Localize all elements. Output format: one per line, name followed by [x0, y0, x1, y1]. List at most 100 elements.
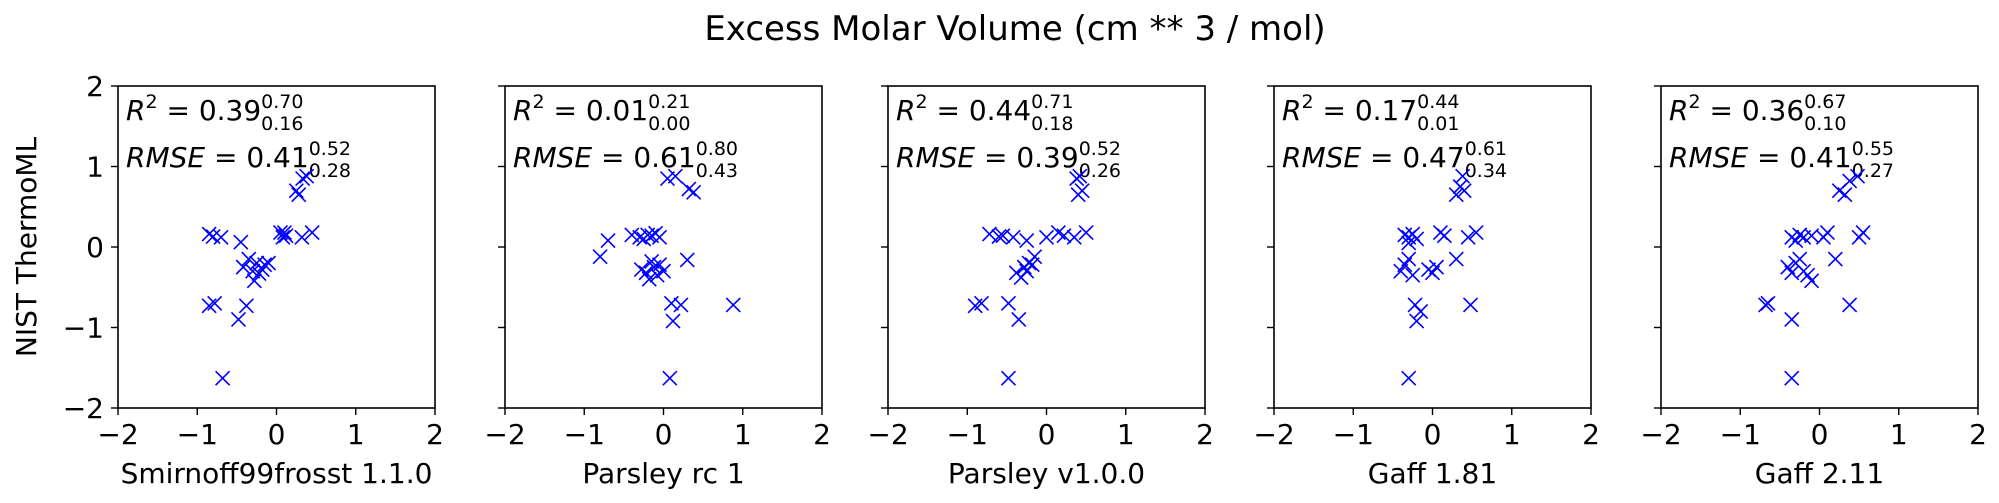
x-tick-label: 1: [347, 418, 365, 451]
x-tick-label: −1: [177, 418, 218, 451]
data-point: [1849, 168, 1866, 184]
data-point: [1804, 273, 1820, 289]
x-tick-label: 0: [268, 418, 286, 451]
data-point: [981, 226, 998, 242]
data-point: [294, 229, 310, 245]
data-point: [644, 253, 660, 270]
r2-lower-bound: 0.01: [1417, 113, 1459, 135]
data-point: [238, 298, 254, 314]
data-point: [207, 295, 223, 311]
data-point: [1827, 251, 1843, 267]
scatter-panel: −2 −1 0 1 2 Gaff 1.81 R2 = 0.170.440.01 RMSE = …: [1253, 85, 1600, 490]
data-point: [1462, 297, 1479, 313]
data-point: [1468, 224, 1484, 241]
data-point: [633, 261, 649, 278]
x-tick-label: −2: [1253, 418, 1294, 451]
data-point: [213, 229, 229, 245]
x-tick-label: 1: [1503, 418, 1521, 451]
data-point: [299, 168, 315, 184]
data-point: [1455, 168, 1471, 184]
data-point: [1401, 235, 1417, 251]
data-point: [235, 259, 251, 275]
x-tick-label: 2: [426, 418, 444, 451]
data-point: [1460, 229, 1476, 245]
data-point: [1448, 251, 1464, 267]
data-point: [261, 255, 277, 271]
rmse-lower-bound: 0.26: [1079, 160, 1121, 182]
figure-title: Excess Molar Volume (cm ** 3 / mol): [704, 9, 1325, 49]
data-point: [1405, 267, 1421, 283]
y-tick-label: 0: [86, 231, 104, 264]
data-point: [725, 297, 741, 313]
y-tick-label: −2: [63, 392, 104, 425]
rmse-lower-bound: 0.43: [696, 160, 738, 182]
data-point: [1760, 295, 1776, 311]
data-point: [991, 228, 1007, 245]
data-point: [973, 295, 990, 311]
data-point: [1842, 297, 1858, 313]
rmse-lower-bound: 0.34: [1465, 160, 1507, 182]
data-point: [1409, 313, 1425, 329]
x-tick-label: 2: [1196, 418, 1214, 451]
data-point: [288, 183, 304, 199]
data-point: [201, 226, 217, 242]
r2-lower-bound: 0.18: [1031, 113, 1073, 135]
rmse-annotation: RMSE = 0.410.52: [126, 138, 351, 174]
y-tick-label: −1: [63, 312, 104, 345]
data-point: [686, 184, 702, 200]
x-tick-label: −1: [947, 418, 988, 451]
data-point: [663, 295, 679, 311]
data-point: [1038, 229, 1055, 245]
data-point: [1072, 168, 1088, 184]
r2-annotation: R2 = 0.360.67: [1669, 91, 1846, 127]
x-tick-label: −1: [564, 418, 605, 451]
data-point: [276, 224, 292, 241]
r2-annotation: R2 = 0.390.70: [126, 91, 303, 127]
x-tick-label: 0: [655, 418, 673, 451]
data-point: [1456, 183, 1472, 199]
data-point: [1792, 227, 1808, 243]
data-point: [257, 257, 273, 273]
data-point: [1409, 231, 1425, 247]
data-point: [1019, 232, 1035, 249]
rmse-annotation: RMSE = 0.470.61: [1282, 138, 1507, 174]
data-point: [246, 273, 262, 289]
panels: −2 −1 0 1 2 −2 −1 0 1 2 Smirnoff99frosst 1.1.0 R2 =…: [63, 70, 1987, 490]
data-point: [278, 228, 294, 244]
x-tick-label: −1: [1333, 418, 1374, 451]
x-tick-label: 0: [1811, 418, 1829, 451]
data-point: [1401, 251, 1417, 267]
data-point: [673, 297, 689, 313]
data-point: [681, 181, 697, 197]
x-tick-label: 2: [1582, 418, 1600, 451]
data-point: [1005, 229, 1021, 245]
data-point: [600, 232, 616, 249]
y-tick-label: 2: [86, 70, 104, 103]
x-tick-label: 1: [734, 418, 752, 451]
data-point: [646, 259, 662, 275]
r2-lower-bound: 0.16: [261, 113, 303, 135]
data-point: [1819, 224, 1835, 241]
rmse-annotation: RMSE = 0.390.52: [896, 138, 1121, 174]
data-point: [1837, 187, 1853, 203]
x-tick-label: 0: [1424, 418, 1442, 451]
data-point: [1428, 259, 1445, 275]
x-axis-label: Smirnoff99frosst 1.1.0: [121, 457, 433, 490]
y-tick-label: 1: [86, 151, 104, 184]
x-tick-label: −2: [1640, 418, 1681, 451]
data-point: [655, 263, 672, 279]
data-point: [1066, 229, 1082, 245]
data-point: [679, 252, 695, 268]
data-point: [1000, 295, 1017, 311]
x-axis-label: Gaff 1.81: [1368, 457, 1497, 490]
data-point: [304, 224, 320, 241]
x-axis-label: Parsley v1.0.0: [948, 457, 1145, 490]
data-point: [1000, 370, 1017, 386]
r2-annotation: R2 = 0.440.71: [896, 91, 1073, 127]
data-point: [233, 234, 249, 250]
data-point: [1413, 303, 1429, 319]
data-point: [1784, 311, 1800, 328]
data-point: [291, 187, 307, 203]
data-point: [641, 271, 657, 287]
r2-lower-bound: 0.00: [648, 113, 690, 135]
